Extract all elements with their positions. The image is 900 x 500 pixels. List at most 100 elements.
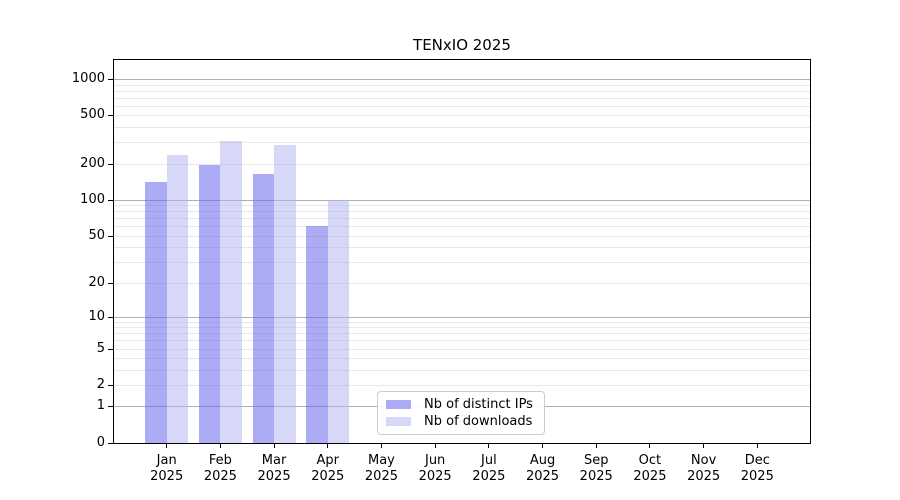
gridline-minor <box>113 235 811 237</box>
legend-item-distinct-ips: Nb of distinct IPs <box>386 396 536 413</box>
x-tick-month: Aug <box>529 453 556 468</box>
gridline-minor <box>113 340 811 342</box>
x-tick <box>756 444 758 448</box>
legend-swatch-distinct-ips <box>386 400 411 409</box>
y-tick-label: 50 <box>88 227 105 243</box>
y-tick-label: 500 <box>80 107 105 123</box>
x-tick-month: May <box>368 453 395 468</box>
gridline-minor <box>113 97 811 99</box>
gridline-minor <box>113 163 811 165</box>
x-tick-label: Aug 2025 <box>513 453 573 485</box>
x-tick-month: Sep <box>583 453 609 468</box>
gridline-minor <box>113 105 811 107</box>
gridline-minor <box>113 226 811 228</box>
gridline-minor <box>113 369 811 371</box>
x-tick-label: Sep 2025 <box>566 453 626 485</box>
x-tick-label: Apr 2025 <box>298 453 358 485</box>
x-tick-year: 2025 <box>579 469 613 484</box>
gridline-minor <box>113 84 811 86</box>
x-tick <box>380 444 382 448</box>
x-tick <box>542 444 544 448</box>
gridline-minor <box>113 262 811 264</box>
gridline-minor <box>113 282 811 284</box>
gridline-minor <box>113 127 811 129</box>
bar-distinct-ips <box>252 173 275 443</box>
x-tick-year: 2025 <box>633 469 667 484</box>
y-tick-label: 200 <box>80 155 105 171</box>
x-tick-year: 2025 <box>311 469 345 484</box>
y-tick-label: 20 <box>88 274 105 290</box>
y-tick <box>108 443 113 444</box>
gridline-minor <box>113 321 811 323</box>
x-tick-label: Nov 2025 <box>674 453 734 485</box>
gridline-major <box>113 199 811 201</box>
y-tick-label: 2 <box>96 377 105 393</box>
x-tick-month: Feb <box>208 453 232 468</box>
x-tick-label: Jul 2025 <box>459 453 519 485</box>
gridline-major <box>113 316 811 318</box>
x-tick-year: 2025 <box>418 469 452 484</box>
gridline-minor <box>113 205 811 207</box>
x-tick-year: 2025 <box>740 469 774 484</box>
gridline-minor <box>113 142 811 144</box>
gridline-minor <box>113 115 811 117</box>
y-tick <box>108 316 113 318</box>
x-tick-label: Jun 2025 <box>405 453 465 485</box>
y-tick <box>108 282 113 284</box>
legend-swatch-downloads <box>386 417 411 426</box>
y-tick <box>108 385 113 387</box>
x-tick <box>166 444 168 448</box>
x-tick-year: 2025 <box>525 469 560 484</box>
x-tick-label: Dec 2025 <box>727 453 787 485</box>
x-tick-label: Oct 2025 <box>620 453 680 485</box>
x-tick-month: Nov <box>690 453 717 468</box>
gridline-minor <box>113 327 811 329</box>
spine-top <box>113 59 811 60</box>
x-tick-year: 2025 <box>257 469 291 484</box>
x-tick-month: Apr <box>316 453 340 468</box>
gridline-minor <box>113 90 811 92</box>
x-tick-month: Oct <box>638 453 662 468</box>
gridline-minor <box>113 247 811 249</box>
y-tick <box>108 406 113 408</box>
y-tick <box>108 79 113 80</box>
spine-bottom <box>113 443 811 444</box>
gridline-minor <box>113 358 811 360</box>
gridline-minor <box>113 218 811 220</box>
x-tick-month: Jul <box>481 453 497 468</box>
x-tick-label: Mar 2025 <box>244 453 304 485</box>
x-tick-month: Jun <box>424 453 446 468</box>
legend-label-distinct-ips: Nb of distinct IPs <box>424 397 533 412</box>
bar-downloads <box>166 155 189 443</box>
x-tick-label: Feb 2025 <box>190 453 250 485</box>
legend: Nb of distinct IPs Nb of downloads <box>377 391 545 435</box>
chart-title: TENxIO 2025 <box>413 36 511 54</box>
spine-right <box>810 59 811 444</box>
x-tick-year: 2025 <box>150 469 184 484</box>
y-tick <box>108 235 113 237</box>
x-tick-month: Jan <box>156 453 177 468</box>
bar-distinct-ips <box>145 182 167 443</box>
bar-distinct-ips <box>198 164 221 443</box>
x-tick <box>434 444 436 448</box>
bar-downloads <box>220 140 242 443</box>
x-tick <box>219 444 221 448</box>
y-tick-label: 100 <box>80 191 105 207</box>
y-tick <box>108 348 113 350</box>
x-tick <box>273 444 275 448</box>
plot-area: Nb of distinct IPs Nb of downloads 1000 5… <box>72 59 811 484</box>
gridline-minor <box>113 385 811 387</box>
x-tick <box>703 444 705 448</box>
bar-downloads <box>327 199 350 443</box>
x-tick-year: 2025 <box>203 469 237 484</box>
gridline-minor <box>113 348 811 350</box>
y-tick-label: 1 <box>96 398 105 414</box>
bar-downloads <box>274 145 296 443</box>
x-tick-year: 2025 <box>687 469 721 484</box>
x-tick-month: Dec <box>744 453 770 468</box>
x-tick <box>595 444 597 448</box>
x-tick-month: Mar <box>261 453 287 468</box>
spine-left <box>113 59 114 444</box>
x-tick-year: 2025 <box>364 469 398 484</box>
